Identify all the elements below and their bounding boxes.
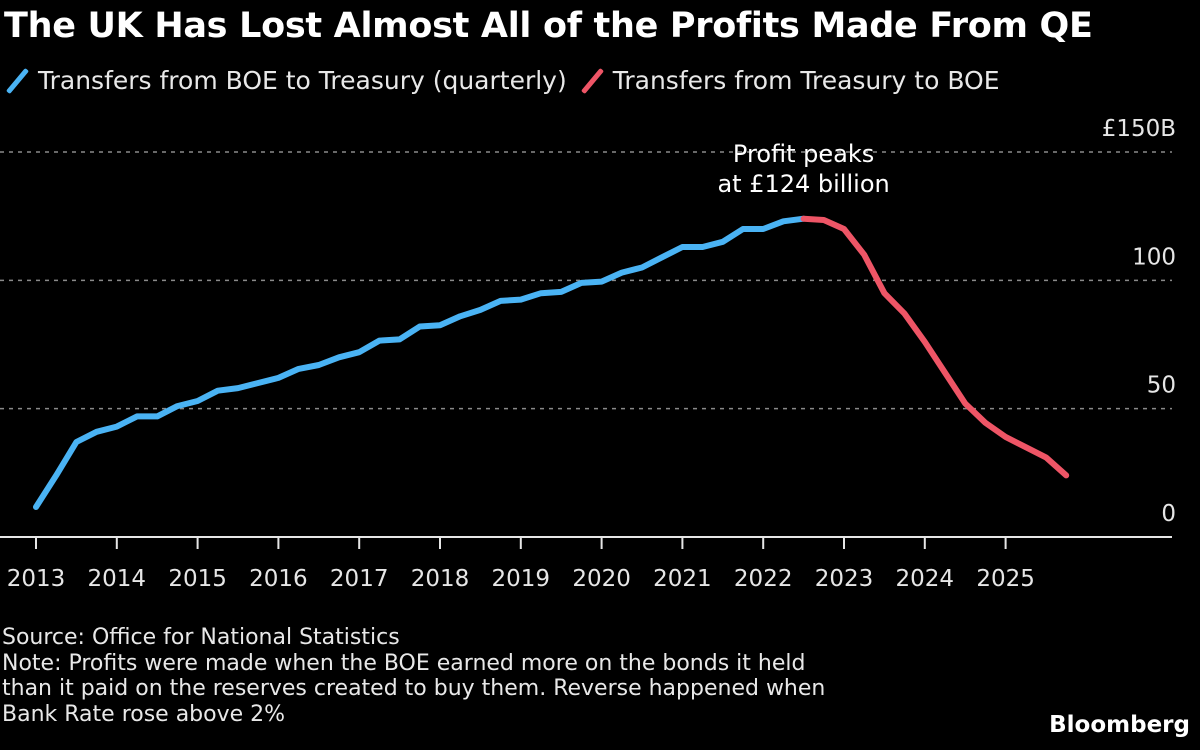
x-tick-label: 2013	[7, 566, 66, 592]
x-tick-label: 2025	[976, 566, 1035, 592]
x-tick-label: 2023	[815, 566, 874, 592]
x-tick-label: 2018	[411, 566, 470, 592]
legend-item-treasury-to-boe: Transfers from Treasury to BOE	[581, 66, 1000, 95]
x-tick-label: 2019	[492, 566, 551, 592]
footer-notes: Source: Office for National Statistics N…	[2, 625, 825, 727]
legend-label: Transfers from Treasury to BOE	[612, 66, 1000, 95]
legend-item-boe-to-treasury: Transfers from BOE to Treasury (quarterl…	[6, 66, 567, 95]
x-tick-label: 2014	[88, 566, 147, 592]
source-text: Source: Office for National Statistics	[2, 625, 400, 650]
x-tick-label: 2016	[249, 566, 308, 592]
x-tick-label: 2017	[330, 566, 389, 592]
series-line-treasury-to-boe	[800, 215, 1070, 479]
y-tick-label: £150B	[1102, 116, 1176, 142]
bloomberg-logo: Bloomberg	[1049, 712, 1190, 738]
peak-annotation-line-1: Profit peaks	[733, 140, 874, 168]
legend-label: Transfers from BOE to Treasury (quarterl…	[38, 66, 567, 95]
x-tick-label: 2021	[653, 566, 712, 592]
note-line-3: Bank Rate rose above 2%	[2, 701, 286, 727]
x-tick-label: 2024	[896, 566, 955, 592]
series-line-boe-to-treasury	[33, 215, 807, 510]
x-tick-label: 2020	[572, 566, 631, 592]
series-lines	[33, 215, 1070, 510]
x-tick-label: 2022	[734, 566, 793, 592]
note-line-2: than it paid on the reserves created to …	[2, 676, 826, 701]
y-tick-label: 100	[1132, 244, 1176, 270]
legend: Transfers from BOE to Treasury (quarterl…	[6, 66, 1014, 95]
note-line-1: Note: Profits were made when the BOE ear…	[2, 650, 806, 676]
y-tick-label: 0	[1161, 501, 1176, 527]
chart-title: The UK Has Lost Almost All of the Profit…	[4, 6, 1093, 46]
x-tick-label: 2015	[168, 566, 227, 592]
peak-annotation-line-2: at £124 billion	[717, 170, 889, 198]
y-tick-label: 50	[1147, 373, 1176, 399]
y-axis-ticks: 0 50 100 £150B	[1102, 116, 1176, 527]
x-axis: 2013 2014 2015 2016 2017 2018 2019 2020 2021 2022…	[0, 536, 1172, 592]
